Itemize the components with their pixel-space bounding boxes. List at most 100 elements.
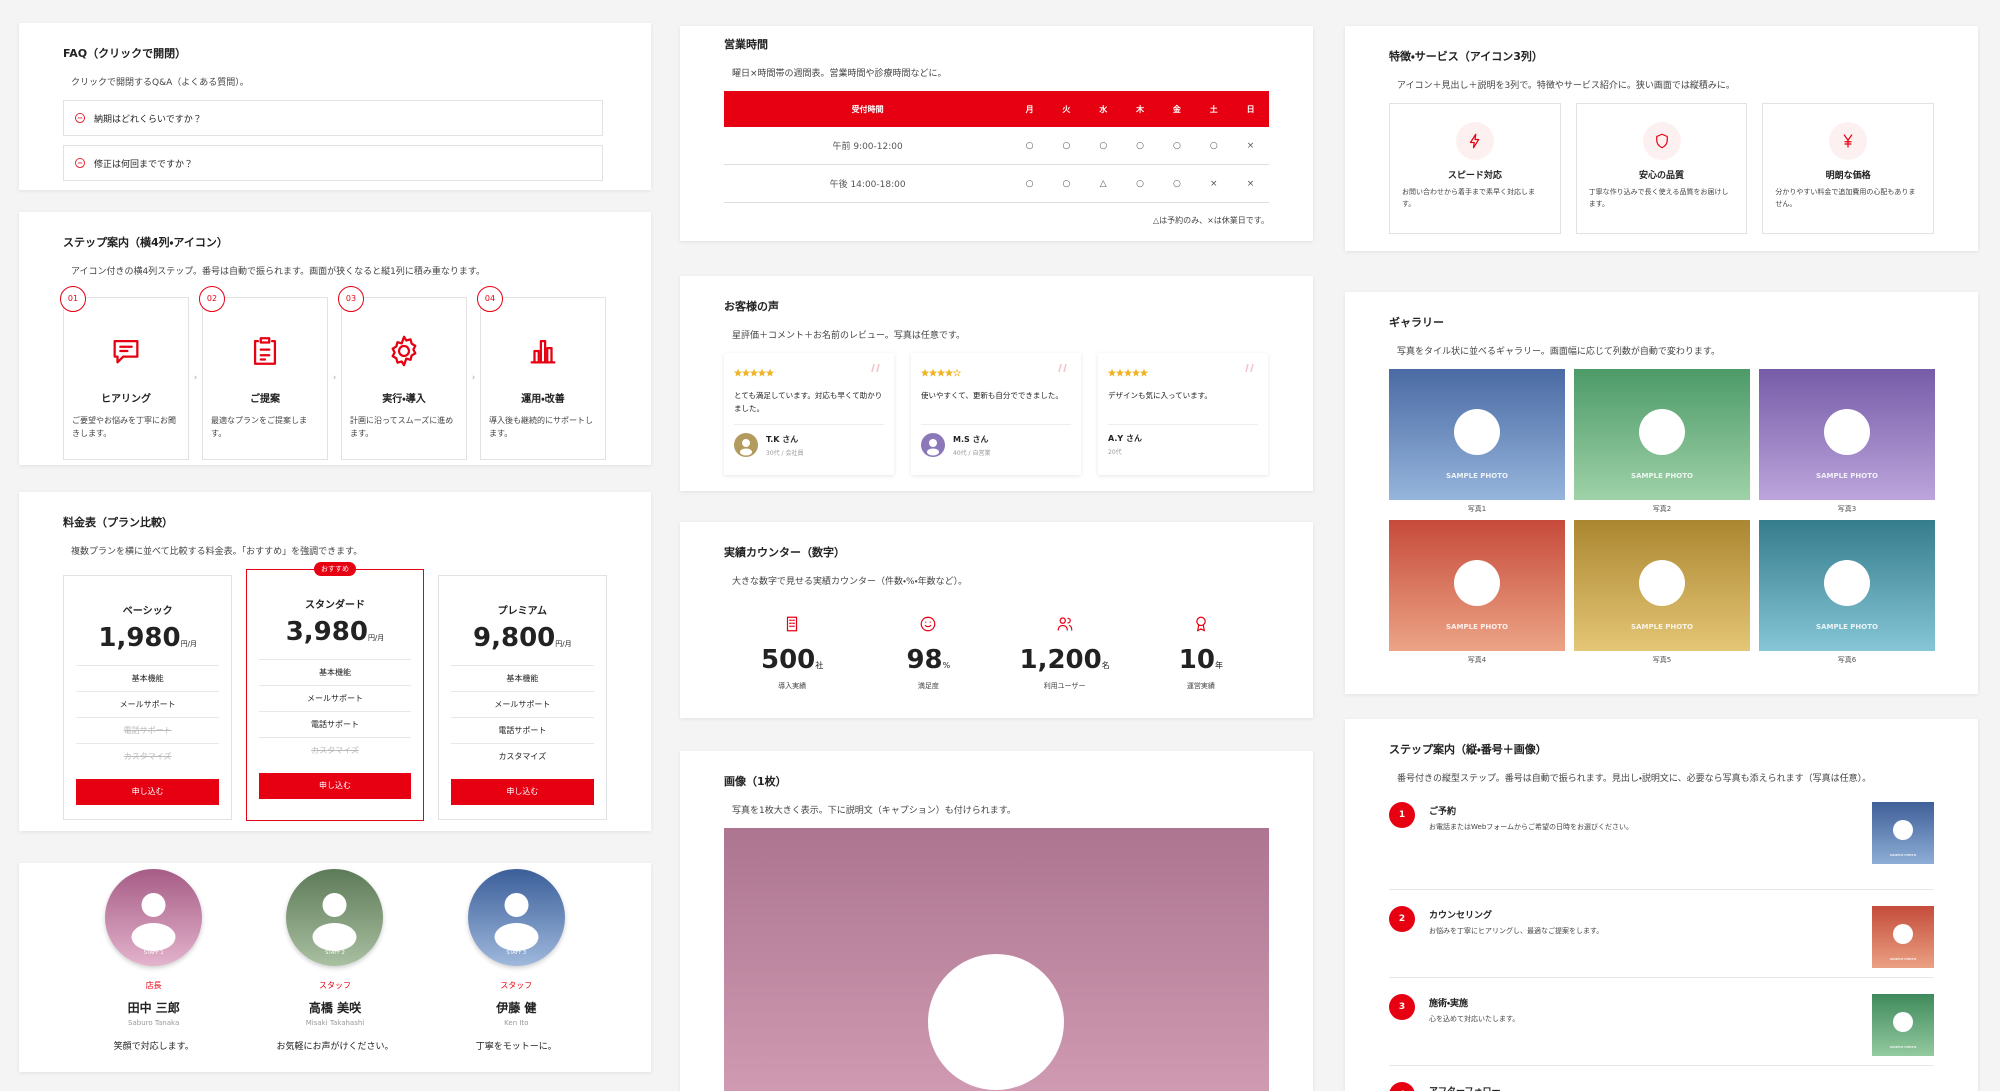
staff-photo: STAFF 1 bbox=[105, 869, 203, 966]
star bbox=[1131, 368, 1141, 377]
step-arrow: › bbox=[193, 373, 198, 383]
staff-name: 田中 三郎 bbox=[127, 1001, 180, 1015]
icon-path bbox=[113, 339, 139, 364]
hours-cell: ○ bbox=[1048, 164, 1085, 203]
section-description: アイコン付きの横4列ステップ。番号は自動で振られます。画面が狭くなると縦1列に積… bbox=[71, 267, 485, 277]
icon bbox=[787, 616, 798, 632]
hours-cell: ○ bbox=[1158, 164, 1196, 203]
step-icon bbox=[64, 334, 188, 372]
star bbox=[757, 368, 767, 377]
apply-button[interactable]: 申し込む bbox=[259, 773, 411, 799]
avatar-icon bbox=[740, 439, 752, 456]
hours-cell: × bbox=[1232, 127, 1269, 165]
icon-path bbox=[1068, 624, 1072, 631]
reviewer-name: M.S さん bbox=[953, 434, 989, 444]
gallery-caption: 写真3 bbox=[1837, 505, 1857, 513]
counter-label: 満足度 bbox=[917, 682, 939, 690]
icon bbox=[391, 335, 417, 367]
counter-value: 10年 bbox=[1141, 645, 1261, 675]
star bbox=[741, 368, 751, 377]
gallery-item[interactable]: SAMPLE PHOTO 写真6 bbox=[1759, 520, 1935, 665]
staff-member: STAFF 2 スタッフ 高橋 美咲 Misaki Takahashi お気軽にお声がけ… bbox=[250, 869, 420, 1052]
hours-cell: △ bbox=[1084, 164, 1122, 203]
section-description: 写真をタイル状に並べるギャラリー。画面幅に応じて列数が自動で変わります。 bbox=[1397, 347, 1721, 357]
section-title: ステップ案内（横4列・アイコン） bbox=[63, 236, 228, 249]
faq-item[interactable]: 納期はどれくらいですか？ bbox=[63, 100, 603, 136]
star bbox=[1139, 368, 1149, 377]
star bbox=[1115, 368, 1125, 377]
plan-feature: メールサポート bbox=[259, 685, 411, 711]
hours-cell: ○ bbox=[1121, 164, 1159, 203]
avatar-body bbox=[740, 448, 752, 456]
features-row: スピード対応 お問い合わせから着手まで素早く対応します。 安心の品質 丁寧な作り込みで… bbox=[1389, 103, 1935, 234]
staff-role: 店長 bbox=[145, 981, 162, 990]
counter-value: 1,200名 bbox=[1005, 645, 1125, 675]
review-comment: とても満足しています。対応も早くて助かりました。 bbox=[734, 391, 883, 413]
section-description: 番号付きの縦型ステップ。番号は自動で振られます。見出し・説明文に、必要なら写真も… bbox=[1397, 774, 1872, 784]
icon bbox=[1843, 134, 1853, 148]
icon-path bbox=[1196, 624, 1205, 632]
star bbox=[952, 368, 962, 377]
header-cell: 月 bbox=[1011, 91, 1049, 127]
staff-role: スタッフ bbox=[318, 981, 351, 990]
hours-cell: 午前 9:00-12:00 bbox=[724, 127, 1012, 165]
feature-box: 明朗な価格 分かりやすい料金で追加費用の心配もありません。 bbox=[1762, 103, 1935, 234]
photo-label: SAMPLE PHOTO bbox=[1889, 1045, 1917, 1049]
icon-path bbox=[921, 616, 936, 632]
apply-button[interactable]: 申し込む bbox=[76, 779, 220, 805]
step-text: 最適なプランをご提案します。 bbox=[211, 416, 307, 438]
icon-path bbox=[1843, 134, 1853, 141]
apply-button[interactable]: 申し込む bbox=[450, 779, 594, 805]
reviewer-photo bbox=[734, 433, 758, 457]
counter-value: 98% bbox=[868, 645, 988, 675]
counter-value: 500社 bbox=[732, 645, 852, 675]
staff-name: 伊藤 健 bbox=[496, 1001, 537, 1015]
counter-number: 1,200 bbox=[1019, 645, 1102, 675]
step-body: ご予約 お電話またはWebフォームからご希望の日時をお選びください。 bbox=[1429, 802, 1872, 832]
gallery-item[interactable]: SAMPLE PHOTO 写真4 bbox=[1389, 520, 1565, 665]
feature-title: スピード対応 bbox=[1447, 171, 1502, 181]
photo-label: SAMPLE PHOTO bbox=[1631, 623, 1693, 631]
staff-photo: STAFF 3 bbox=[467, 869, 565, 966]
avatar-head bbox=[929, 439, 937, 447]
staff-member: STAFF 3 スタッフ 伊藤 健 Ken Ito 丁寧をモットーに。 bbox=[431, 869, 601, 1052]
photo: SAMPLE PHOTO bbox=[1872, 802, 1934, 864]
step-title: ご提案 bbox=[250, 394, 280, 405]
faq-item[interactable]: 修正は何回までですか？ bbox=[63, 145, 603, 181]
staff-photo: STAFF 2 bbox=[286, 869, 384, 966]
gallery-item[interactable]: SAMPLE PHOTO 写真3 bbox=[1759, 369, 1935, 514]
reviewer-info: M.S さん 40代 / 自営業 bbox=[953, 434, 990, 457]
hours-cell: ○ bbox=[1048, 127, 1085, 165]
hours-card: 営業時間 曜日×時間帯の週間表。営業時間や診療時間などに。 受付時間月火水木金土日午… bbox=[680, 26, 1313, 241]
section-title: ステップ案内（縦・番号＋画像） bbox=[1389, 743, 1547, 756]
icon-path bbox=[1057, 624, 1068, 631]
step-text: 心を込めて対応いたします。 bbox=[1429, 1015, 1520, 1023]
star-rating bbox=[1107, 368, 1149, 377]
counter-unit: 名 bbox=[1101, 661, 1110, 670]
staff-photo-label: STAFF 2 bbox=[325, 950, 345, 956]
person-head bbox=[504, 893, 529, 917]
review-comment: デザインも気に入っています。 bbox=[1108, 391, 1212, 400]
vertical-step: 4 アフターフォロー実施後のフォローもお任せください。 bbox=[1389, 1066, 1934, 1091]
step-number: 1 bbox=[1389, 802, 1415, 828]
star-rating bbox=[920, 368, 962, 377]
step-text: 計画に沿ってスムーズに進めます。 bbox=[350, 416, 454, 438]
photo: SAMPLE PHOTO bbox=[1574, 369, 1750, 500]
hours-cell: × bbox=[1232, 164, 1269, 203]
quote-mark bbox=[1245, 363, 1254, 373]
gallery-item[interactable]: SAMPLE PHOTO 写真5 bbox=[1574, 520, 1750, 665]
photo-circle bbox=[928, 954, 1064, 1090]
plan-feature: 基本機能 bbox=[259, 659, 411, 685]
plan-feature: 電話サポート bbox=[450, 717, 594, 743]
hours-row: 午後 14:00-18:00 ○ ○ △ ○ ○ × × bbox=[724, 164, 1269, 203]
gallery-item[interactable]: SAMPLE PHOTO 写真1 bbox=[1389, 369, 1565, 514]
hours-table: 受付時間月火水木金土日午前 9:00-12:00 ○ ○ ○ ○ ○ ○ × 午後 14:00-… bbox=[724, 91, 1269, 203]
feature-list: 基本機能 メールサポート 電話サポート カスタマイズ bbox=[76, 665, 220, 769]
gallery-caption: 写真4 bbox=[1467, 656, 1487, 664]
photo-label: SAMPLE PHOTO bbox=[1816, 623, 1878, 631]
hours-row: 午前 9:00-12:00 ○ ○ ○ ○ ○ ○ × bbox=[724, 127, 1269, 165]
gallery-item[interactable]: SAMPLE PHOTO 写真2 bbox=[1574, 369, 1750, 514]
plan: ベーシック 1,980円/月 基本機能 メールサポート 電話サポート カスタマイズ 申し込む bbox=[63, 575, 233, 820]
plan-name: プレミアム bbox=[497, 606, 547, 617]
